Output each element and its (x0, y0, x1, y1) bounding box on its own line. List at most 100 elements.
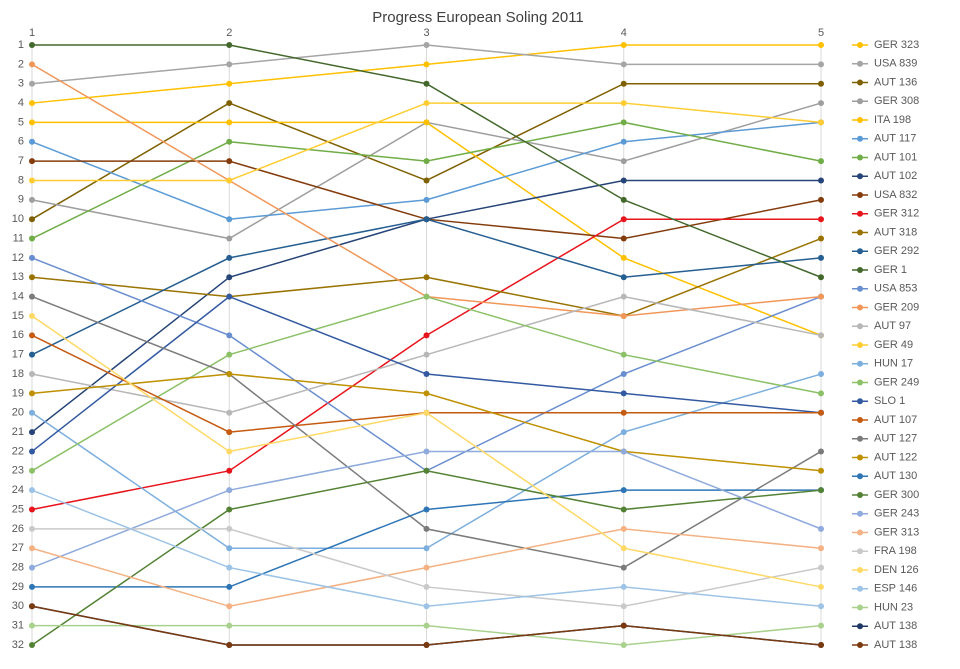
y-tick-label: 14 (12, 291, 24, 303)
legend-label: GER 323 (874, 39, 919, 51)
data-point (620, 409, 627, 416)
legend-marker (857, 529, 863, 536)
data-point (818, 235, 824, 242)
data-point (818, 42, 824, 48)
legend-marker (857, 435, 863, 442)
legend-marker (857, 117, 863, 123)
data-point (29, 196, 35, 203)
data-point (226, 119, 233, 126)
y-tick-label: 1 (18, 39, 24, 51)
data-point (818, 196, 824, 203)
y-tick-label: 26 (12, 523, 24, 535)
data-point (29, 429, 35, 436)
legend-marker (857, 342, 863, 348)
data-point (226, 409, 233, 416)
data-point (620, 525, 627, 532)
data-point (620, 642, 627, 648)
data-point (818, 467, 824, 474)
data-point (29, 332, 35, 339)
x-tick-label: 3 (423, 27, 429, 39)
y-tick-label: 6 (18, 136, 24, 148)
y-tick-label: 13 (12, 271, 24, 283)
y-tick-label: 31 (12, 620, 24, 632)
data-point (226, 216, 233, 223)
legend-label: GER 243 (874, 508, 919, 520)
data-point (818, 119, 824, 126)
data-point (620, 158, 627, 165)
data-point (423, 80, 430, 87)
data-point (423, 196, 430, 203)
data-point (226, 351, 233, 358)
data-point (423, 371, 430, 378)
data-point (818, 409, 824, 416)
data-point (29, 622, 35, 629)
data-point (29, 448, 35, 455)
y-tick-label: 29 (12, 581, 24, 593)
legend-marker (857, 210, 863, 217)
y-tick-label: 7 (18, 155, 24, 167)
x-tick-label: 2 (226, 27, 232, 39)
data-point (620, 545, 627, 552)
legend-marker (857, 229, 863, 236)
legend-label: GER 1 (874, 264, 907, 276)
data-point (226, 525, 233, 532)
data-point (620, 293, 627, 300)
legend-label: FRA 198 (874, 545, 917, 557)
legend-label: DEN 126 (874, 564, 919, 576)
legend-marker (857, 60, 863, 67)
data-point (423, 158, 430, 165)
legend-marker (857, 285, 863, 292)
data-point (226, 583, 233, 590)
data-point (818, 100, 824, 107)
data-point (423, 216, 430, 223)
data-point (29, 293, 35, 300)
data-point (226, 138, 233, 145)
legend-marker (857, 623, 863, 630)
data-point (226, 371, 233, 378)
data-point (423, 351, 430, 358)
data-point (29, 61, 35, 68)
y-tick-label: 2 (18, 58, 24, 70)
y-tick-label: 32 (12, 639, 24, 651)
x-tick-label: 4 (621, 27, 627, 39)
data-point (620, 564, 627, 571)
data-point (818, 545, 824, 552)
data-point (620, 312, 627, 319)
legend-label: USA 853 (874, 283, 917, 295)
legend-label: GER 49 (874, 339, 913, 351)
data-point (818, 216, 824, 223)
legend-label: AUT 97 (874, 320, 911, 332)
data-point (226, 158, 233, 165)
data-point (29, 506, 35, 513)
data-point (423, 293, 430, 300)
legend-marker (857, 548, 863, 555)
data-point (620, 506, 627, 513)
data-point (226, 448, 233, 455)
data-point (620, 42, 627, 48)
data-point (620, 138, 627, 145)
legend-label: GER 300 (874, 489, 919, 501)
legend-marker (857, 585, 863, 592)
data-point (620, 119, 627, 126)
legend-label: AUT 101 (874, 151, 917, 163)
legend-label: GER 312 (874, 208, 919, 220)
data-point (620, 235, 627, 242)
y-tick-label: 15 (12, 310, 24, 322)
y-tick-label: 22 (12, 445, 24, 457)
legend-label: HUN 17 (874, 358, 913, 370)
y-tick-label: 18 (12, 368, 24, 380)
y-tick-label: 4 (18, 97, 24, 109)
legend-label: USA 839 (874, 58, 917, 70)
data-point (29, 487, 35, 494)
data-point (29, 409, 35, 416)
legend-label: SLO 1 (874, 395, 905, 407)
legend-marker (857, 473, 863, 480)
x-tick-label: 1 (29, 27, 35, 39)
data-point (620, 487, 627, 494)
y-tick-label: 28 (12, 561, 24, 573)
y-tick-label: 19 (12, 387, 24, 399)
legend-label: ITA 198 (874, 114, 911, 126)
data-point (226, 254, 233, 261)
data-point (620, 216, 627, 223)
legend-marker (857, 173, 863, 180)
